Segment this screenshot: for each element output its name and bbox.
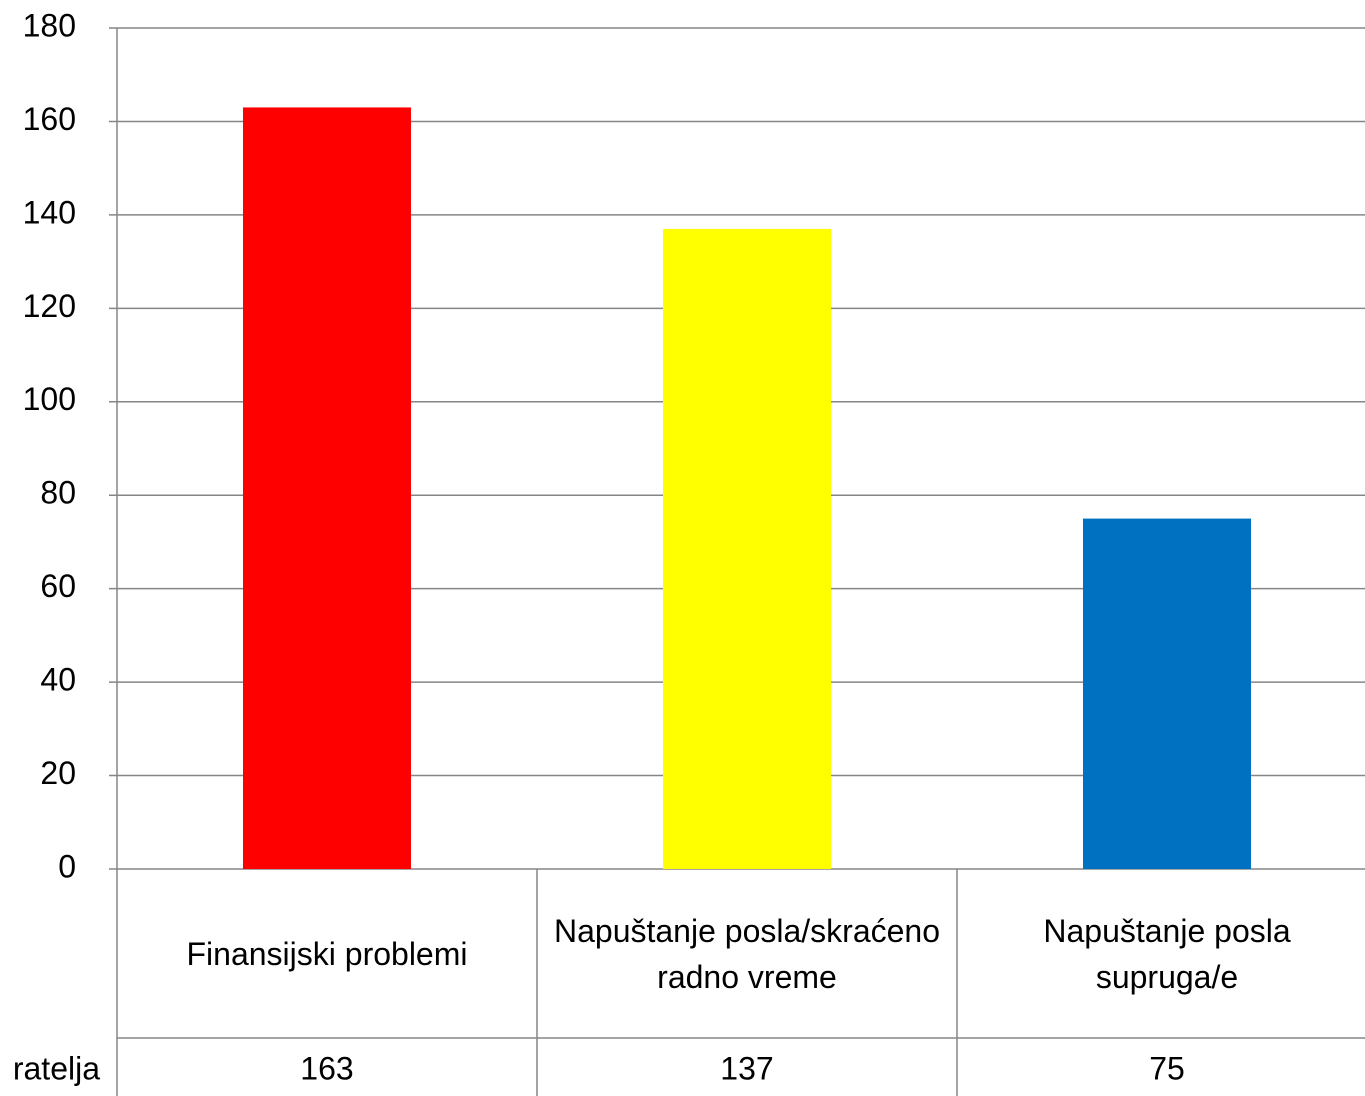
table-series-name: ratelja (13, 1050, 100, 1086)
y-tick-label: 0 (58, 848, 76, 884)
y-tick-label: 80 (40, 475, 76, 511)
y-tick-label: 120 (23, 288, 76, 324)
y-tick-label: 60 (40, 568, 76, 604)
y-tick-label: 160 (23, 101, 76, 137)
y-tick-label: 20 (40, 755, 76, 791)
y-tick-label: 100 (23, 381, 76, 417)
y-tick-label: 140 (23, 194, 76, 230)
table-value: 163 (300, 1050, 353, 1086)
x-tick-label: Napuštanje posla/skraćeno radno vreme (553, 912, 940, 995)
table-value: 75 (1149, 1050, 1185, 1086)
table-value: 137 (720, 1050, 773, 1086)
bar (1083, 518, 1251, 869)
x-tick-label: Napuštanje posla supruga/e (1043, 912, 1291, 995)
x-tick-label: Finansijski problemi (186, 935, 468, 972)
y-tick-label: 180 (23, 7, 76, 43)
category-cell: Napuštanje posla/skraćeno radno vreme (553, 912, 940, 995)
category-cell: Napuštanje posla supruga/e (1043, 912, 1291, 995)
bar (243, 107, 411, 869)
y-tick-label: 40 (40, 662, 76, 698)
category-cell: Finansijski problemi (186, 935, 468, 972)
bar (663, 228, 831, 870)
